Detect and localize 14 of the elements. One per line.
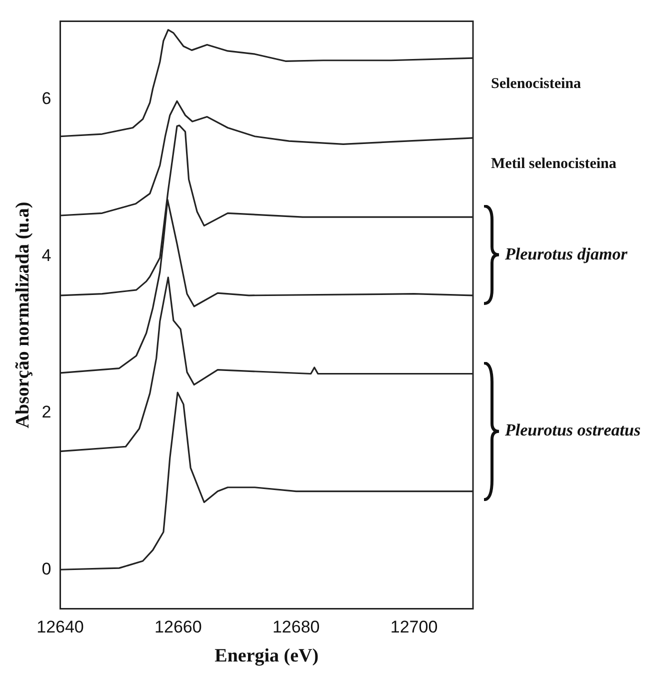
y-tick-label: 2 [42,402,52,422]
x-tick-label: 12660 [154,618,202,637]
text: Pleurotus ostreatus [504,420,641,440]
x-tick-label: 12640 [36,618,84,637]
x-tick-label: 12680 [272,618,320,637]
series-label: Metil selenocisteina [491,156,617,172]
y-tick-label: 6 [42,89,52,108]
y-axis-title: Absorção normalizada (u.a) [12,202,34,428]
series-label: Selenocisteina [491,76,582,92]
y-tick-label: 4 [42,246,52,265]
text: Pleurotus djamor [504,244,628,264]
y-tick-label: 0 [42,559,52,578]
x-tick-label: 12700 [390,618,438,637]
x-axis-title: Energia (eV) [214,646,319,667]
